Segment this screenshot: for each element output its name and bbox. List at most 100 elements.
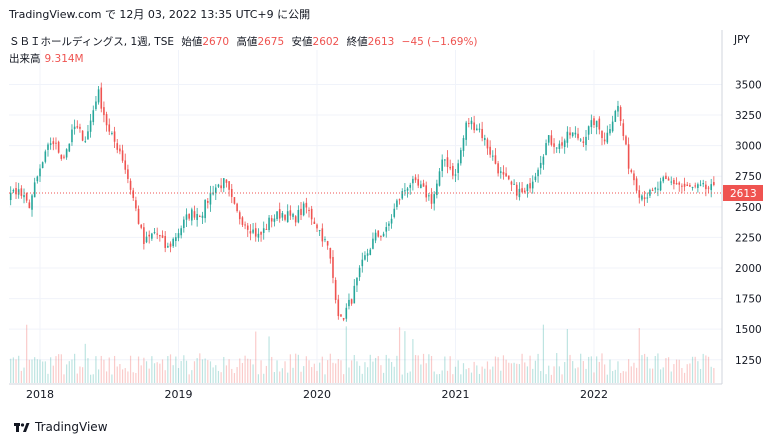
candle-body [76,126,79,128]
volume-bar [252,364,254,383]
candle-body [284,214,286,220]
volume-bar [702,353,704,383]
volume-bar [161,359,164,383]
tradingview-logo-icon [14,423,30,432]
volume-bar [518,364,521,383]
volume-bar [412,339,414,383]
volume-bar [636,367,638,383]
candle-body [657,188,659,190]
candle-body [473,122,475,131]
volume-bar [223,356,225,383]
candle-body [310,208,313,220]
candle-body [603,139,606,142]
volume-bar [127,371,129,383]
tradingview-footer[interactable]: TradingView [14,420,108,434]
candle-body [132,190,135,198]
volume-bar [558,366,560,383]
y-tick-label: 2000 [735,263,762,275]
volume-bar [433,371,435,383]
candle-body [486,139,489,149]
candle-body [659,181,662,191]
volume-bar [380,365,382,383]
candle-body [499,171,502,173]
volume-bar [148,368,150,383]
volume-bar [374,357,377,383]
candle-body [627,144,630,169]
candle-body [159,235,161,237]
volume-bar [156,362,158,383]
volume-bar [561,374,563,383]
volume-bar [699,368,702,383]
candle-body [188,213,190,219]
volume-bar [215,365,217,383]
volume-bar [92,374,94,383]
volume-bar [665,358,667,383]
candle-body [630,170,633,173]
volume-bar [66,364,68,383]
candle-body [292,213,294,217]
volume-bar [460,374,462,383]
candle-body [318,230,321,232]
volume-bar [87,358,89,383]
candle-body [574,132,577,135]
volume-bar [332,362,334,383]
candle-body [683,183,686,187]
candle-body [393,208,396,217]
candle-body [39,168,41,177]
candle-body [678,182,681,185]
candle-body [353,285,356,304]
candle-body [57,141,60,153]
candle-body [36,176,39,182]
candle-body [209,192,212,205]
high-label: 高値 [236,36,258,48]
candle-body [316,224,318,229]
volume-bar [247,358,249,383]
volume-bar [319,362,321,383]
candle-body [406,188,409,191]
volume-bar [601,353,603,383]
volume-bar [500,370,502,383]
volume-bar [646,356,648,383]
volume-bar [119,364,121,383]
volume-bar [303,366,305,383]
volume-bar [292,367,294,383]
volume-bar [569,354,571,383]
volume-bar [15,359,17,383]
open-value: 2670 [202,36,230,48]
candle-body [385,227,388,232]
volume-bar [47,373,49,383]
volume-bar [670,371,672,383]
candle-body [222,178,225,189]
volume-bar [100,355,102,383]
volume-bar [276,360,278,383]
volume-bar [321,356,323,383]
volume-bar [105,371,108,383]
volume-bar [502,355,505,383]
volume-bar [340,360,342,383]
candle-body [606,132,609,143]
candle-body [52,141,55,145]
volume-bar [707,356,710,383]
candle-body [401,191,404,199]
candle-body [539,162,542,169]
volume-bar [625,371,627,383]
candle-body [324,239,326,241]
volume-bar [452,374,454,383]
candle-body [191,209,193,221]
candle-body [228,181,230,190]
candle-body [121,150,124,161]
volume-bar [675,359,678,383]
volume-bar [169,354,172,383]
candle-body [127,169,129,179]
volume-bar [545,374,547,383]
volume-bar [348,367,350,383]
volume-bar [159,363,161,383]
volume-bar [287,372,289,383]
candle-body [84,141,87,143]
candle-body [153,232,156,234]
y-tick-label: 3000 [735,141,762,153]
candle-body [65,149,68,158]
volume-bar [108,357,110,383]
candle-body [177,233,180,239]
